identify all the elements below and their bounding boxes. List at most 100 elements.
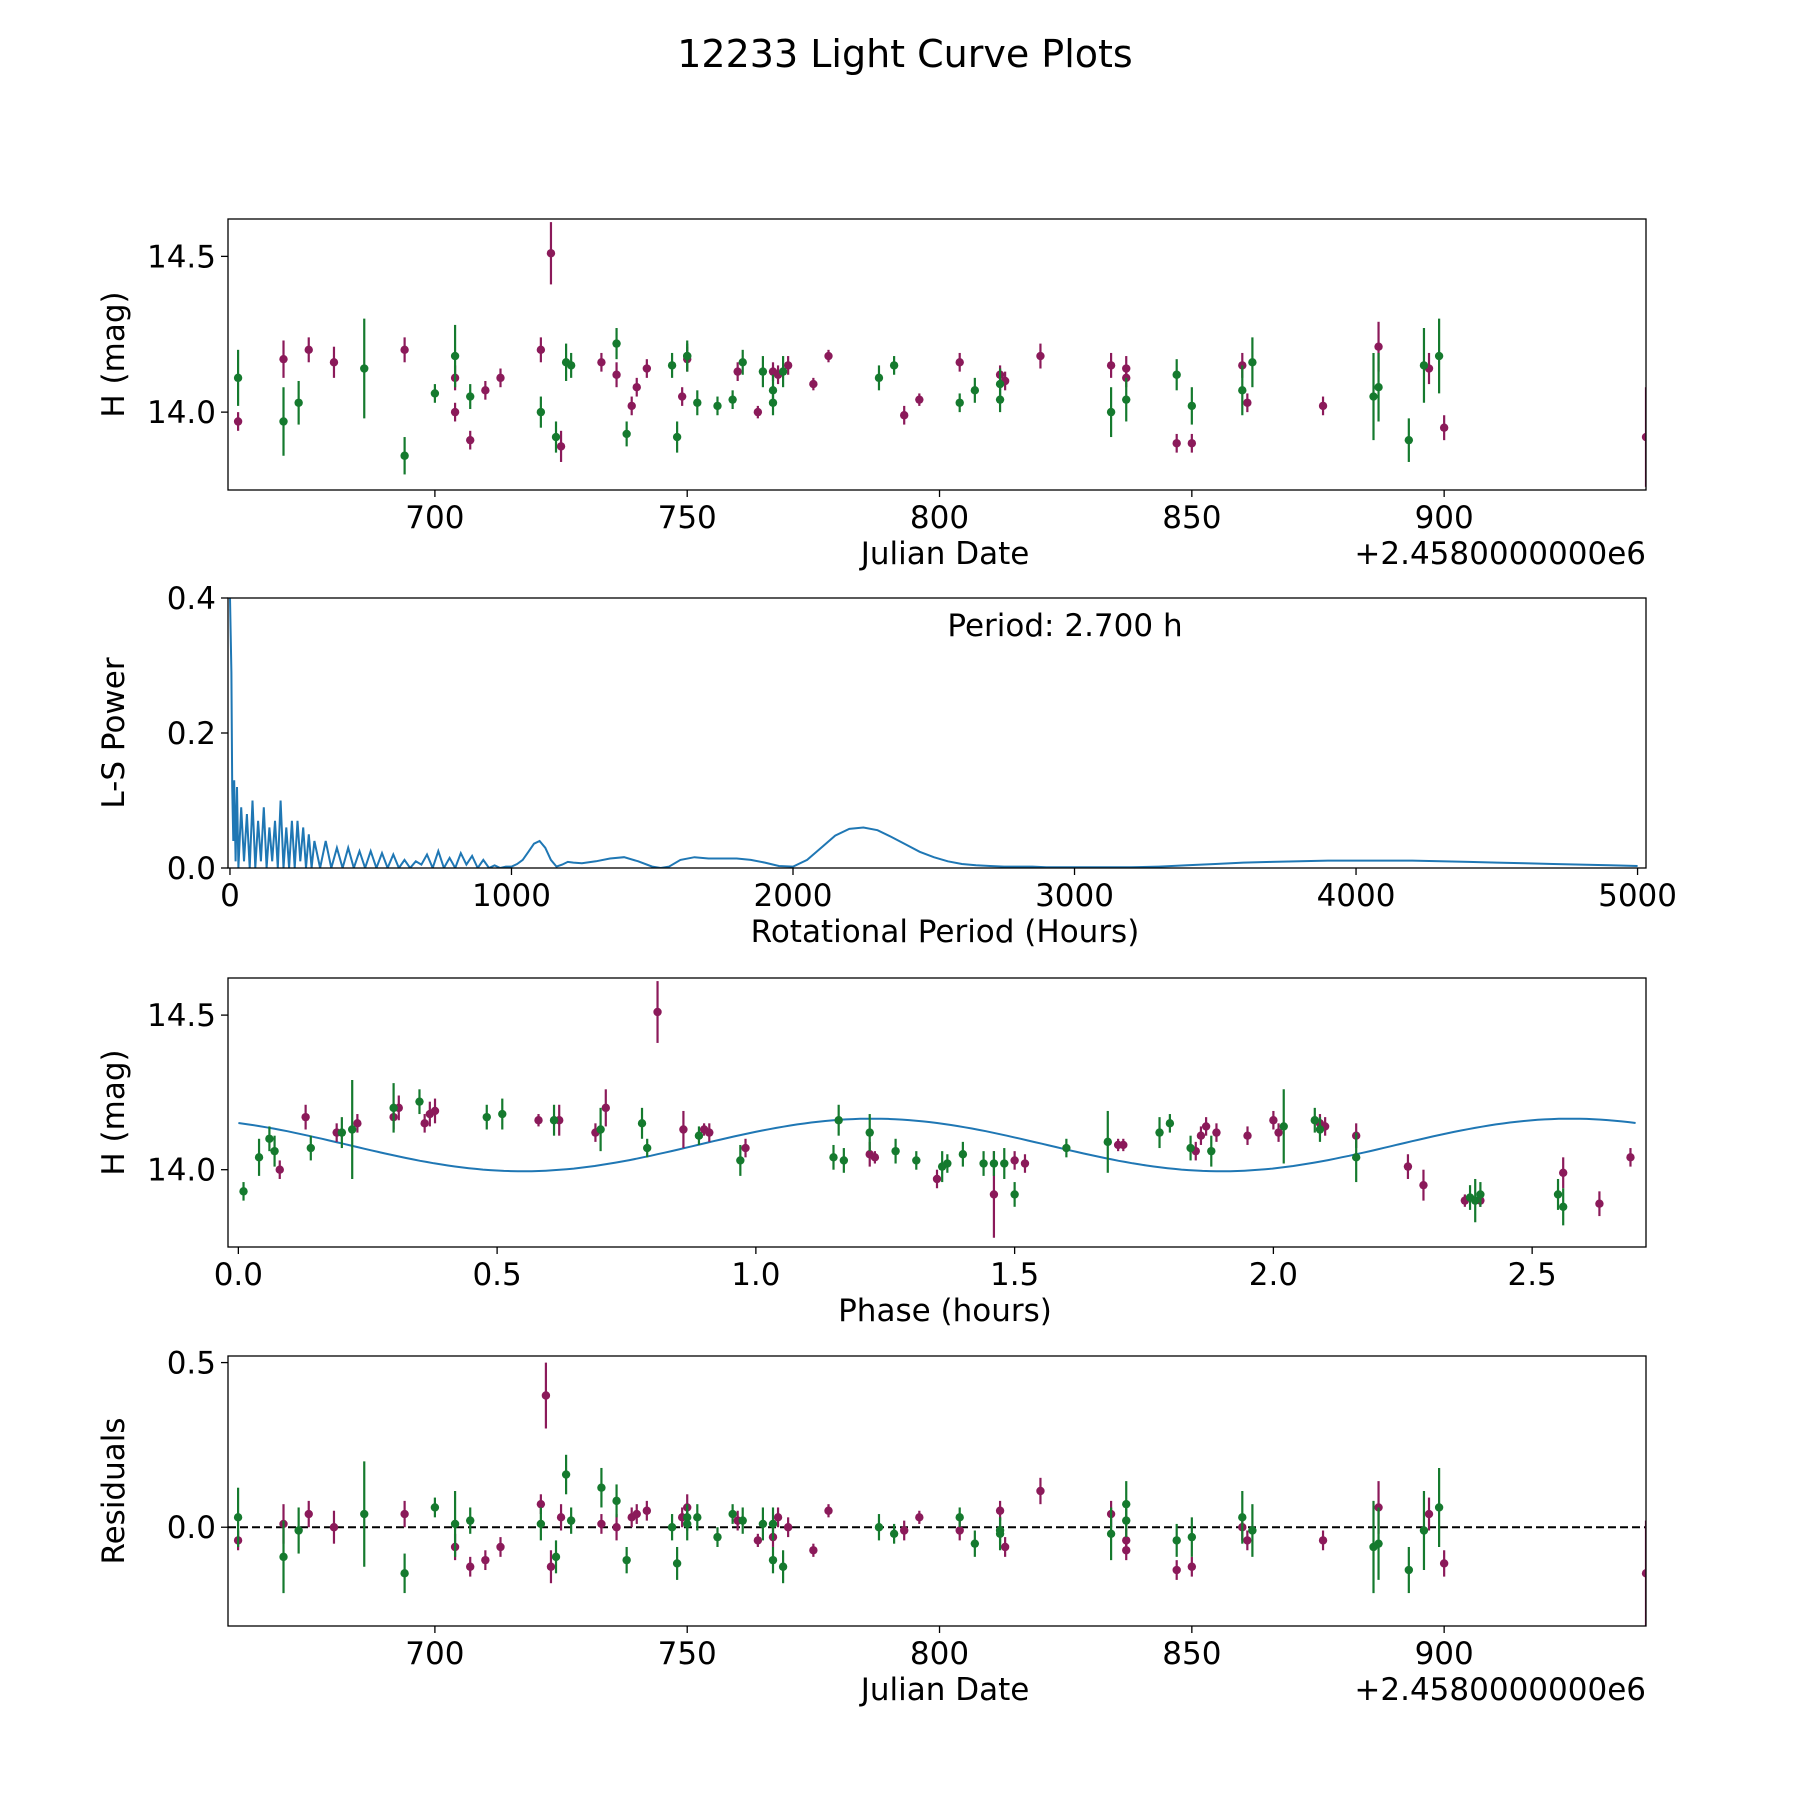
data-point xyxy=(889,1529,899,1539)
axes-frame xyxy=(227,977,1647,1248)
data-point xyxy=(874,373,884,383)
data-point xyxy=(736,1156,745,1165)
data-point xyxy=(329,1523,339,1532)
data-point xyxy=(1439,423,1449,432)
data-point xyxy=(979,1159,988,1168)
data-point xyxy=(995,1529,1005,1539)
data-point xyxy=(677,392,687,401)
data-point xyxy=(1010,1156,1019,1165)
data-point xyxy=(995,379,1005,389)
data-point xyxy=(937,1162,947,1171)
x-tick-label: 5000 xyxy=(1598,878,1677,914)
data-point xyxy=(556,1513,566,1522)
data-point xyxy=(995,1506,1005,1515)
data-point xyxy=(597,1519,606,1529)
data-point xyxy=(430,1503,440,1512)
data-point xyxy=(1403,1162,1413,1171)
data-point xyxy=(430,389,440,398)
data-point xyxy=(270,1146,279,1156)
data-point xyxy=(400,1509,409,1519)
x-axis-offset-label: +2.4580000000e6 xyxy=(1354,1672,1646,1708)
data-point xyxy=(450,407,460,417)
x-tick-label: 800 xyxy=(910,500,969,536)
y-tick-label: 14.5 xyxy=(147,239,216,275)
data-point xyxy=(294,398,303,407)
data-point xyxy=(955,358,964,367)
data-point xyxy=(1558,1168,1568,1177)
data-point xyxy=(1641,432,1646,442)
data-point xyxy=(481,386,490,395)
data-point xyxy=(672,432,682,442)
data-point xyxy=(294,1526,303,1535)
data-point xyxy=(450,1519,460,1529)
data-point xyxy=(496,373,505,383)
data-point xyxy=(337,1128,347,1137)
y-axis-label: H (mag) xyxy=(96,291,132,417)
data-point xyxy=(1595,1199,1604,1208)
data-point xyxy=(1106,407,1116,417)
x-tick-label: 900 xyxy=(1415,1636,1474,1672)
y-tick-label: 14.5 xyxy=(147,998,216,1034)
x-axis-offset-label: +2.4580000000e6 xyxy=(1354,536,1646,572)
data-point xyxy=(758,367,768,376)
x-tick-label: 0.5 xyxy=(472,1257,521,1293)
data-point xyxy=(1238,1513,1247,1522)
data-point xyxy=(1274,1128,1283,1137)
data-point xyxy=(612,1523,621,1532)
data-point xyxy=(1404,435,1414,445)
data-point xyxy=(612,339,621,348)
data-point xyxy=(1201,1122,1211,1131)
x-tick-label: 0 xyxy=(220,878,240,914)
data-point xyxy=(1122,364,1131,373)
panel-light-curve: 700 750 800 850 900 14.0 14.5 Julian Date H (mag… xyxy=(96,218,1647,572)
data-point xyxy=(1187,439,1197,448)
data-point xyxy=(1434,1503,1444,1512)
data-point xyxy=(989,1190,999,1199)
data-point xyxy=(1122,1546,1131,1555)
data-point xyxy=(360,1509,369,1519)
data-point xyxy=(597,1483,606,1492)
data-point xyxy=(728,395,737,404)
data-point xyxy=(536,1519,546,1529)
x-tick-label: 3000 xyxy=(1035,878,1114,914)
data-point xyxy=(1419,1526,1429,1535)
data-point xyxy=(955,398,964,407)
data-point xyxy=(1187,1562,1197,1571)
data-point xyxy=(360,364,369,373)
data-point xyxy=(955,1526,964,1535)
data-point xyxy=(899,1526,909,1535)
data-point xyxy=(233,373,243,383)
data-point xyxy=(1122,1516,1131,1525)
x-tick-label: 900 xyxy=(1415,500,1474,536)
data-point xyxy=(551,432,561,442)
data-point xyxy=(566,1516,576,1525)
series-line-power xyxy=(229,598,1638,868)
data-point xyxy=(1351,1153,1361,1162)
data-point xyxy=(1186,1143,1195,1153)
data-point xyxy=(778,367,788,376)
data-point xyxy=(466,435,475,445)
data-point xyxy=(1439,1559,1449,1568)
data-point xyxy=(738,358,747,367)
x-tick-label: 700 xyxy=(405,500,464,536)
data-point xyxy=(741,1143,750,1153)
data-point xyxy=(824,1506,833,1515)
data-point xyxy=(912,1156,921,1165)
data-point xyxy=(415,1097,424,1106)
data-point xyxy=(1020,1159,1030,1168)
data-point xyxy=(1187,401,1197,411)
data-point xyxy=(958,1150,968,1159)
axes-frame xyxy=(227,597,1647,869)
data-point xyxy=(233,417,243,426)
data-point xyxy=(1553,1190,1563,1199)
x-tick-label: 4000 xyxy=(1317,878,1396,914)
data-point xyxy=(254,1153,264,1162)
data-point xyxy=(1558,1202,1568,1212)
data-point xyxy=(1248,358,1257,367)
data-point xyxy=(1207,1146,1216,1156)
data-point xyxy=(536,345,546,355)
light-curve-plot-area xyxy=(233,222,1646,487)
data-point xyxy=(496,1542,505,1552)
data-point xyxy=(265,1134,274,1143)
